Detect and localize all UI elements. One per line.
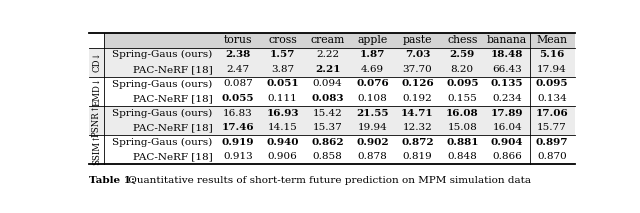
- Text: torus: torus: [223, 35, 252, 45]
- Text: 14.15: 14.15: [268, 123, 298, 132]
- Text: SSIM↑: SSIM↑: [92, 134, 101, 165]
- Text: 0.055: 0.055: [221, 94, 254, 103]
- Text: 2.59: 2.59: [450, 50, 475, 59]
- Text: EMD↓: EMD↓: [92, 77, 101, 106]
- Text: 0.878: 0.878: [358, 152, 387, 161]
- Text: banana: banana: [487, 35, 527, 45]
- Text: Quantitative results of short-term future prediction on MPM simulation data: Quantitative results of short-term futur…: [125, 176, 531, 185]
- Text: 0.870: 0.870: [537, 152, 567, 161]
- Text: 0.919: 0.919: [221, 138, 254, 147]
- Text: chess: chess: [447, 35, 477, 45]
- Text: 17.89: 17.89: [491, 109, 524, 118]
- Text: 3.87: 3.87: [271, 65, 294, 74]
- Text: PSNR↑: PSNR↑: [92, 104, 101, 137]
- Text: 0.866: 0.866: [492, 152, 522, 161]
- Text: 0.906: 0.906: [268, 152, 298, 161]
- Text: 7.03: 7.03: [404, 50, 430, 59]
- Text: 0.087: 0.087: [223, 79, 253, 88]
- Text: 18.48: 18.48: [491, 50, 524, 59]
- Bar: [89, 47, 104, 77]
- Bar: [89, 77, 104, 106]
- Text: PAC-NeRF [18]: PAC-NeRF [18]: [132, 94, 212, 103]
- Text: 2.38: 2.38: [225, 50, 250, 59]
- Text: 0.848: 0.848: [447, 152, 477, 161]
- Text: 0.940: 0.940: [266, 138, 299, 147]
- Text: 17.06: 17.06: [536, 109, 568, 118]
- Text: PAC-NeRF [18]: PAC-NeRF [18]: [132, 65, 212, 74]
- Text: 16.04: 16.04: [492, 123, 522, 132]
- Text: 0.051: 0.051: [266, 79, 299, 88]
- Text: 0.095: 0.095: [536, 79, 568, 88]
- Text: 17.46: 17.46: [221, 123, 254, 132]
- Text: 0.083: 0.083: [312, 94, 344, 103]
- Text: 37.70: 37.70: [403, 65, 432, 74]
- Text: 8.20: 8.20: [451, 65, 474, 74]
- Text: 0.076: 0.076: [356, 79, 389, 88]
- Bar: [104, 106, 575, 135]
- Text: CD↓: CD↓: [92, 52, 101, 72]
- Text: Spring-Gaus (ours): Spring-Gaus (ours): [112, 109, 212, 118]
- Text: 66.43: 66.43: [492, 65, 522, 74]
- Text: Spring-Gaus (ours): Spring-Gaus (ours): [112, 79, 212, 89]
- Text: 15.77: 15.77: [537, 123, 567, 132]
- Bar: [104, 33, 575, 47]
- Text: PAC-NeRF [18]: PAC-NeRF [18]: [132, 152, 212, 161]
- Text: 2.22: 2.22: [316, 50, 339, 59]
- Text: 0.094: 0.094: [313, 79, 342, 88]
- Text: 2.47: 2.47: [227, 65, 250, 74]
- Text: 0.913: 0.913: [223, 152, 253, 161]
- Text: 16.83: 16.83: [223, 109, 253, 118]
- Bar: [89, 106, 104, 135]
- Text: 1.87: 1.87: [360, 50, 385, 59]
- Text: 0.111: 0.111: [268, 94, 298, 103]
- Text: 16.93: 16.93: [266, 109, 299, 118]
- Bar: [104, 47, 575, 77]
- Text: Table 1:: Table 1:: [89, 176, 135, 185]
- Text: 12.32: 12.32: [403, 123, 432, 132]
- Text: 15.42: 15.42: [313, 109, 342, 118]
- Text: 19.94: 19.94: [358, 123, 387, 132]
- Text: 0.862: 0.862: [311, 138, 344, 147]
- Text: 21.55: 21.55: [356, 109, 388, 118]
- Text: 17.94: 17.94: [537, 65, 567, 74]
- Text: 0.881: 0.881: [446, 138, 479, 147]
- Bar: [104, 77, 575, 106]
- Text: 0.192: 0.192: [403, 94, 432, 103]
- Text: cross: cross: [268, 35, 297, 45]
- Text: 15.08: 15.08: [447, 123, 477, 132]
- Text: 14.71: 14.71: [401, 109, 434, 118]
- Text: 0.902: 0.902: [356, 138, 389, 147]
- Text: 5.16: 5.16: [540, 50, 564, 59]
- Text: 0.872: 0.872: [401, 138, 434, 147]
- Text: Spring-Gaus (ours): Spring-Gaus (ours): [112, 138, 212, 147]
- Text: 0.095: 0.095: [446, 79, 479, 88]
- Text: 0.858: 0.858: [313, 152, 342, 161]
- Text: PAC-NeRF [18]: PAC-NeRF [18]: [132, 123, 212, 132]
- Text: 0.135: 0.135: [491, 79, 524, 88]
- Text: 0.897: 0.897: [536, 138, 568, 147]
- Text: 0.126: 0.126: [401, 79, 434, 88]
- Text: 0.108: 0.108: [358, 94, 387, 103]
- Text: 0.819: 0.819: [403, 152, 432, 161]
- Bar: [104, 135, 575, 164]
- Text: cream: cream: [310, 35, 345, 45]
- Text: 4.69: 4.69: [361, 65, 384, 74]
- Text: 16.08: 16.08: [446, 109, 479, 118]
- Text: Spring-Gaus (ours): Spring-Gaus (ours): [112, 50, 212, 59]
- Text: paste: paste: [403, 35, 432, 45]
- Text: 15.37: 15.37: [313, 123, 342, 132]
- Text: Mean: Mean: [536, 35, 568, 45]
- Text: 0.134: 0.134: [537, 94, 567, 103]
- Text: 0.155: 0.155: [447, 94, 477, 103]
- Bar: [89, 135, 104, 164]
- Text: 0.904: 0.904: [491, 138, 524, 147]
- Text: 0.234: 0.234: [492, 94, 522, 103]
- Text: 2.21: 2.21: [315, 65, 340, 74]
- Text: 1.57: 1.57: [270, 50, 296, 59]
- Text: apple: apple: [357, 35, 388, 45]
